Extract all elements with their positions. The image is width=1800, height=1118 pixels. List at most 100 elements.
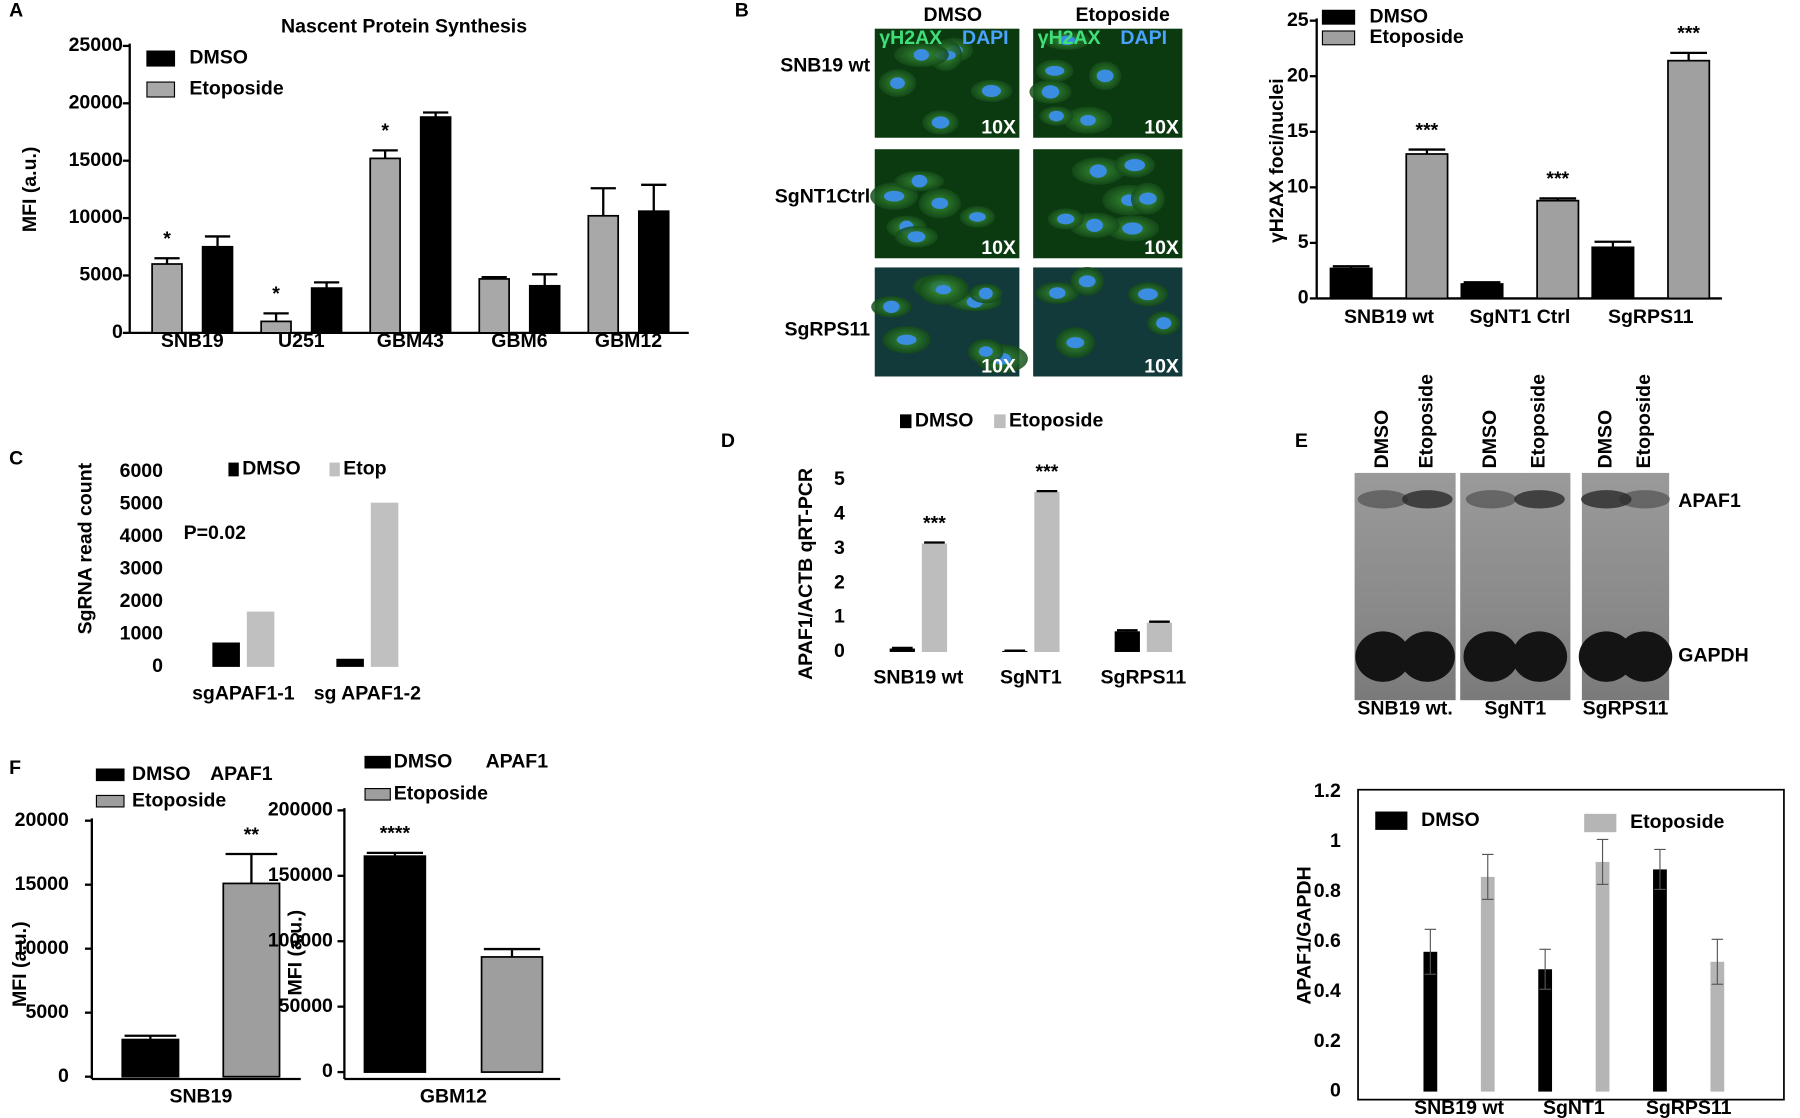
bar xyxy=(369,157,401,334)
nucleus xyxy=(896,334,917,345)
nucleus xyxy=(907,231,926,243)
x-tick-label: U251 xyxy=(278,330,325,352)
nucleus xyxy=(1156,317,1172,330)
nucleus xyxy=(1096,69,1114,83)
bar xyxy=(1538,969,1553,1092)
magnification: 10X xyxy=(981,237,1016,259)
x-tick-label: SgNT1 xyxy=(1000,667,1062,689)
nucleus xyxy=(1122,222,1143,235)
apaf1-band xyxy=(1514,490,1565,509)
legend-label: DMSO xyxy=(132,763,191,785)
error-bar xyxy=(481,276,507,279)
nucleus xyxy=(935,285,952,295)
chart-title: Nascent Protein Synthesis xyxy=(281,16,527,38)
bar xyxy=(587,214,620,334)
apaf1-band xyxy=(1402,490,1453,509)
error-bar xyxy=(1711,938,1724,985)
nucleus xyxy=(1045,65,1065,76)
y-tick-label: 6000 xyxy=(120,460,164,482)
y-tick-label: 4000 xyxy=(120,525,164,547)
bar xyxy=(310,287,343,334)
legend-swatch xyxy=(95,768,125,782)
error-bar xyxy=(891,646,913,649)
error-bar xyxy=(1149,620,1170,623)
error-bar xyxy=(590,187,616,216)
y-tick-label: 5 xyxy=(834,468,845,490)
bar xyxy=(212,642,240,667)
bar xyxy=(1536,199,1580,300)
y-tick-label: 25000 xyxy=(69,34,123,56)
x-tick-label: SgNT1 xyxy=(1543,1097,1605,1118)
y-tick-label: 5 xyxy=(1298,231,1309,253)
error-bar xyxy=(924,541,945,544)
error-bar xyxy=(1539,197,1577,201)
magnification: 10X xyxy=(981,117,1016,139)
lane-label: DMSO xyxy=(1594,410,1616,468)
bar xyxy=(419,116,452,334)
x-tick-label: GBM12 xyxy=(595,330,662,352)
magnification: 10X xyxy=(1144,355,1179,377)
bar xyxy=(1329,267,1373,300)
panel-label: D xyxy=(721,430,735,452)
annotation: APAF1 xyxy=(486,750,549,772)
nucleus xyxy=(1041,85,1060,99)
legend-swatch xyxy=(329,462,340,477)
error-bar xyxy=(1116,629,1138,632)
error-bar xyxy=(372,149,398,159)
bar xyxy=(1591,246,1635,300)
nucleus xyxy=(978,287,993,300)
bar xyxy=(121,1038,180,1078)
bar xyxy=(151,263,183,334)
nucleus xyxy=(1086,218,1103,232)
band-label: APAF1 xyxy=(1678,490,1741,512)
error-bar xyxy=(1424,928,1437,975)
y-tick-label: 0 xyxy=(1298,287,1309,309)
nucleus xyxy=(931,197,949,209)
x-tick-label: GBM12 xyxy=(420,1085,487,1107)
apaf1-band xyxy=(1581,490,1632,509)
error-bar xyxy=(1482,853,1494,900)
bar xyxy=(921,543,948,652)
error-bar xyxy=(1408,148,1446,154)
legend-swatch xyxy=(146,81,176,98)
y-tick-label: 0.6 xyxy=(1314,930,1341,952)
magnification: 10X xyxy=(981,355,1016,377)
x-tick-label: GBM43 xyxy=(377,330,444,352)
x-tick-label: SgRPS11 xyxy=(1608,306,1694,328)
error-bar xyxy=(1332,265,1370,269)
error-bar xyxy=(225,852,278,884)
apaf1-band xyxy=(1619,490,1670,509)
y-tick-label: 10000 xyxy=(69,206,123,228)
bar xyxy=(1480,876,1495,1092)
x-tick-label: SgNT1 Ctrl xyxy=(1470,306,1571,328)
significance: *** xyxy=(923,512,946,534)
nucleus xyxy=(883,190,905,202)
error-bar xyxy=(1594,240,1632,248)
bar xyxy=(528,284,561,334)
y-tick-label: 3 xyxy=(834,537,845,559)
y-tick-label: 3000 xyxy=(120,557,164,579)
legend-swatch xyxy=(1375,811,1408,830)
nucleus xyxy=(1080,114,1096,126)
lane-label: Etoposide xyxy=(1415,374,1437,468)
y-axis-label: APAF1/GAPDH xyxy=(1293,866,1315,1004)
significance: * xyxy=(163,228,171,250)
bar xyxy=(1595,861,1610,1092)
y-tick-label: 1.2 xyxy=(1314,780,1341,802)
legend-label: DMSO xyxy=(915,409,974,431)
nucleus xyxy=(1139,192,1157,205)
legend-label: DMSO xyxy=(1370,5,1429,27)
row-label: SgRPS11 xyxy=(785,319,871,341)
y-tick-label: 0.8 xyxy=(1314,880,1341,902)
significance: *** xyxy=(1416,119,1439,141)
bar xyxy=(480,956,544,1073)
legend-label: Etoposide xyxy=(394,782,488,804)
y-tick-label: 150000 xyxy=(268,864,333,886)
y-tick-label: 1 xyxy=(834,606,845,628)
panel-label: C xyxy=(9,447,23,469)
error-bar xyxy=(483,947,541,957)
sample-label: SgNT1 xyxy=(1484,698,1546,720)
x-tick-label: sgAPAF1-1 xyxy=(192,683,295,705)
x-tick-label: SNB19 xyxy=(161,330,224,352)
legend-swatch xyxy=(364,787,391,801)
